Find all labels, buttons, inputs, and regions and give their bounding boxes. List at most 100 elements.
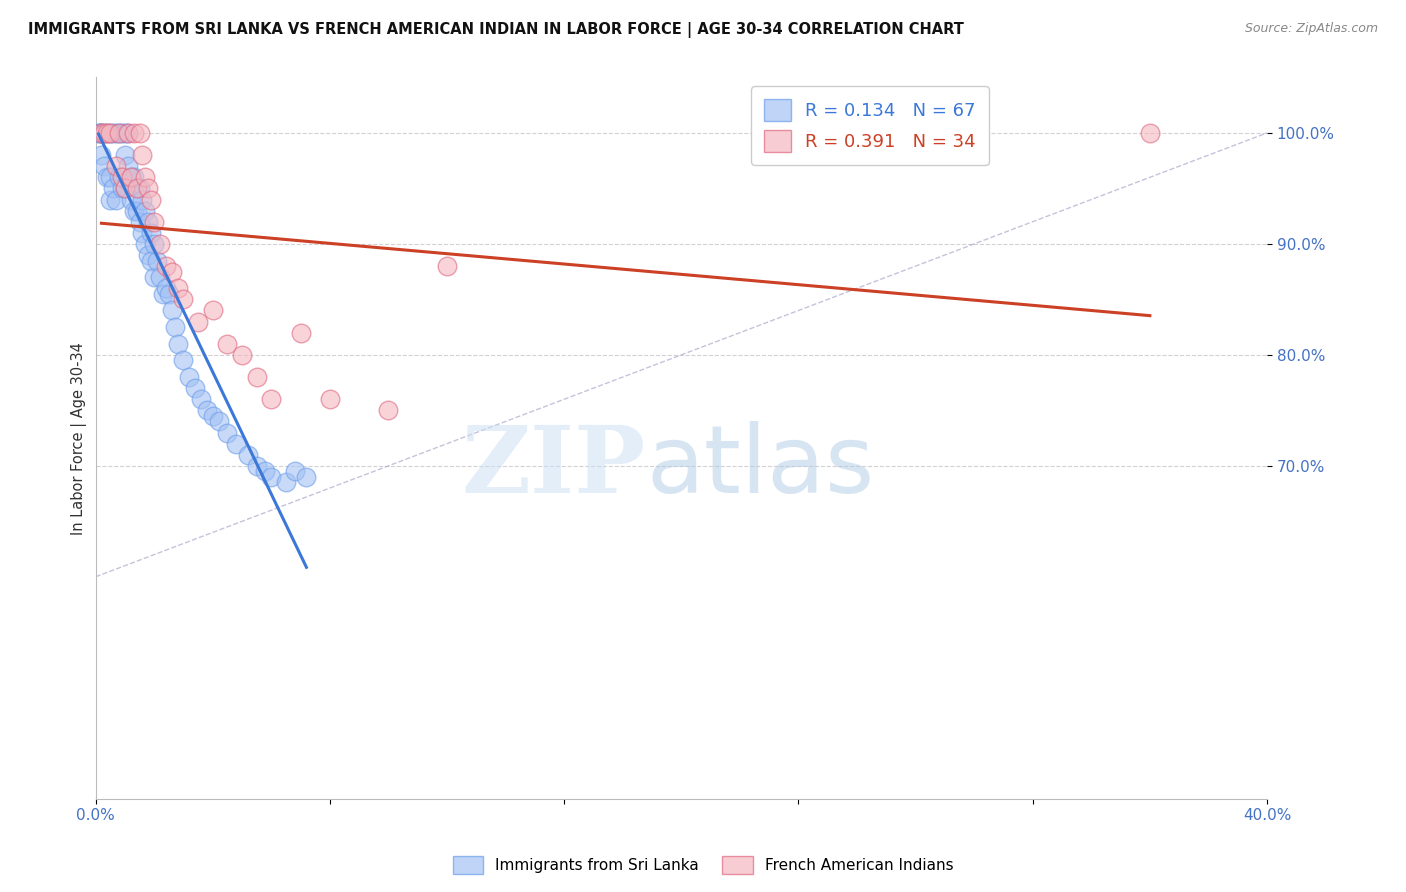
Point: [254, 464, 277, 478]
Text: atlas: atlas: [647, 421, 875, 513]
Point: [101, 181, 124, 195]
Point: [108, 170, 131, 185]
Point: [93, 126, 115, 140]
Point: [111, 170, 134, 185]
Point: [166, 336, 188, 351]
Point: [136, 248, 159, 262]
Point: [141, 226, 163, 240]
Point: [122, 126, 145, 140]
Point: [98, 193, 121, 207]
Point: [152, 286, 174, 301]
Point: [111, 181, 134, 195]
Point: [201, 303, 224, 318]
Point: [117, 126, 139, 140]
Point: [172, 293, 194, 307]
Point: [141, 193, 163, 207]
Point: [96, 170, 118, 185]
Point: [125, 181, 148, 195]
Point: [114, 181, 136, 195]
Point: [295, 470, 318, 484]
Point: [90, 126, 112, 140]
Point: [136, 215, 159, 229]
Point: [143, 270, 166, 285]
Point: [155, 281, 177, 295]
Legend: Immigrants from Sri Lanka, French American Indians: Immigrants from Sri Lanka, French Americ…: [447, 850, 959, 880]
Point: [93, 159, 115, 173]
Point: [108, 126, 131, 140]
Point: [96, 126, 118, 140]
Point: [101, 126, 124, 140]
Point: [134, 236, 156, 251]
Point: [246, 370, 269, 384]
Point: [120, 193, 142, 207]
Point: [236, 448, 259, 462]
Point: [128, 181, 150, 195]
Point: [117, 126, 139, 140]
Point: [96, 126, 118, 140]
Point: [1139, 126, 1161, 140]
Point: [290, 326, 312, 340]
Point: [134, 203, 156, 218]
Point: [98, 126, 121, 140]
Point: [231, 348, 253, 362]
Point: [90, 126, 112, 140]
Point: [160, 303, 183, 318]
Point: [217, 425, 239, 440]
Point: [160, 265, 183, 279]
Point: [87, 126, 110, 140]
Point: [98, 170, 121, 185]
Point: [131, 193, 153, 207]
Point: [136, 181, 159, 195]
Point: [184, 381, 207, 395]
Point: [117, 159, 139, 173]
Point: [134, 170, 156, 185]
Point: [377, 403, 399, 417]
Point: [207, 414, 229, 428]
Point: [166, 281, 188, 295]
Point: [187, 315, 209, 329]
Point: [125, 203, 148, 218]
Point: [225, 436, 247, 450]
Point: [172, 353, 194, 368]
Point: [274, 475, 297, 490]
Point: [111, 126, 134, 140]
Point: [155, 259, 177, 273]
Point: [217, 336, 239, 351]
Point: [93, 126, 115, 140]
Point: [146, 253, 169, 268]
Point: [157, 286, 180, 301]
Point: [143, 236, 166, 251]
Point: [120, 170, 142, 185]
Point: [105, 159, 128, 173]
Point: [260, 392, 283, 407]
Point: [90, 126, 112, 140]
Point: [122, 170, 145, 185]
Point: [143, 215, 166, 229]
Point: [131, 148, 153, 162]
Point: [120, 170, 142, 185]
Point: [319, 392, 342, 407]
Point: [114, 181, 136, 195]
Point: [108, 126, 131, 140]
Point: [190, 392, 212, 407]
Point: [98, 126, 121, 140]
Point: [246, 458, 269, 473]
Point: [201, 409, 224, 423]
Text: ZIP: ZIP: [463, 422, 647, 512]
Text: IMMIGRANTS FROM SRI LANKA VS FRENCH AMERICAN INDIAN IN LABOR FORCE | AGE 30-34 C: IMMIGRANTS FROM SRI LANKA VS FRENCH AMER…: [28, 22, 965, 38]
Point: [114, 148, 136, 162]
Text: Source: ZipAtlas.com: Source: ZipAtlas.com: [1244, 22, 1378, 36]
Point: [141, 253, 163, 268]
Point: [105, 126, 128, 140]
Legend: R = 0.134   N = 67, R = 0.391   N = 34: R = 0.134 N = 67, R = 0.391 N = 34: [751, 87, 988, 165]
Point: [149, 270, 172, 285]
Point: [90, 148, 112, 162]
Point: [436, 259, 458, 273]
Point: [128, 126, 150, 140]
Point: [125, 181, 148, 195]
Point: [128, 215, 150, 229]
Point: [179, 370, 201, 384]
Point: [195, 403, 218, 417]
Point: [87, 126, 110, 140]
Point: [105, 193, 128, 207]
